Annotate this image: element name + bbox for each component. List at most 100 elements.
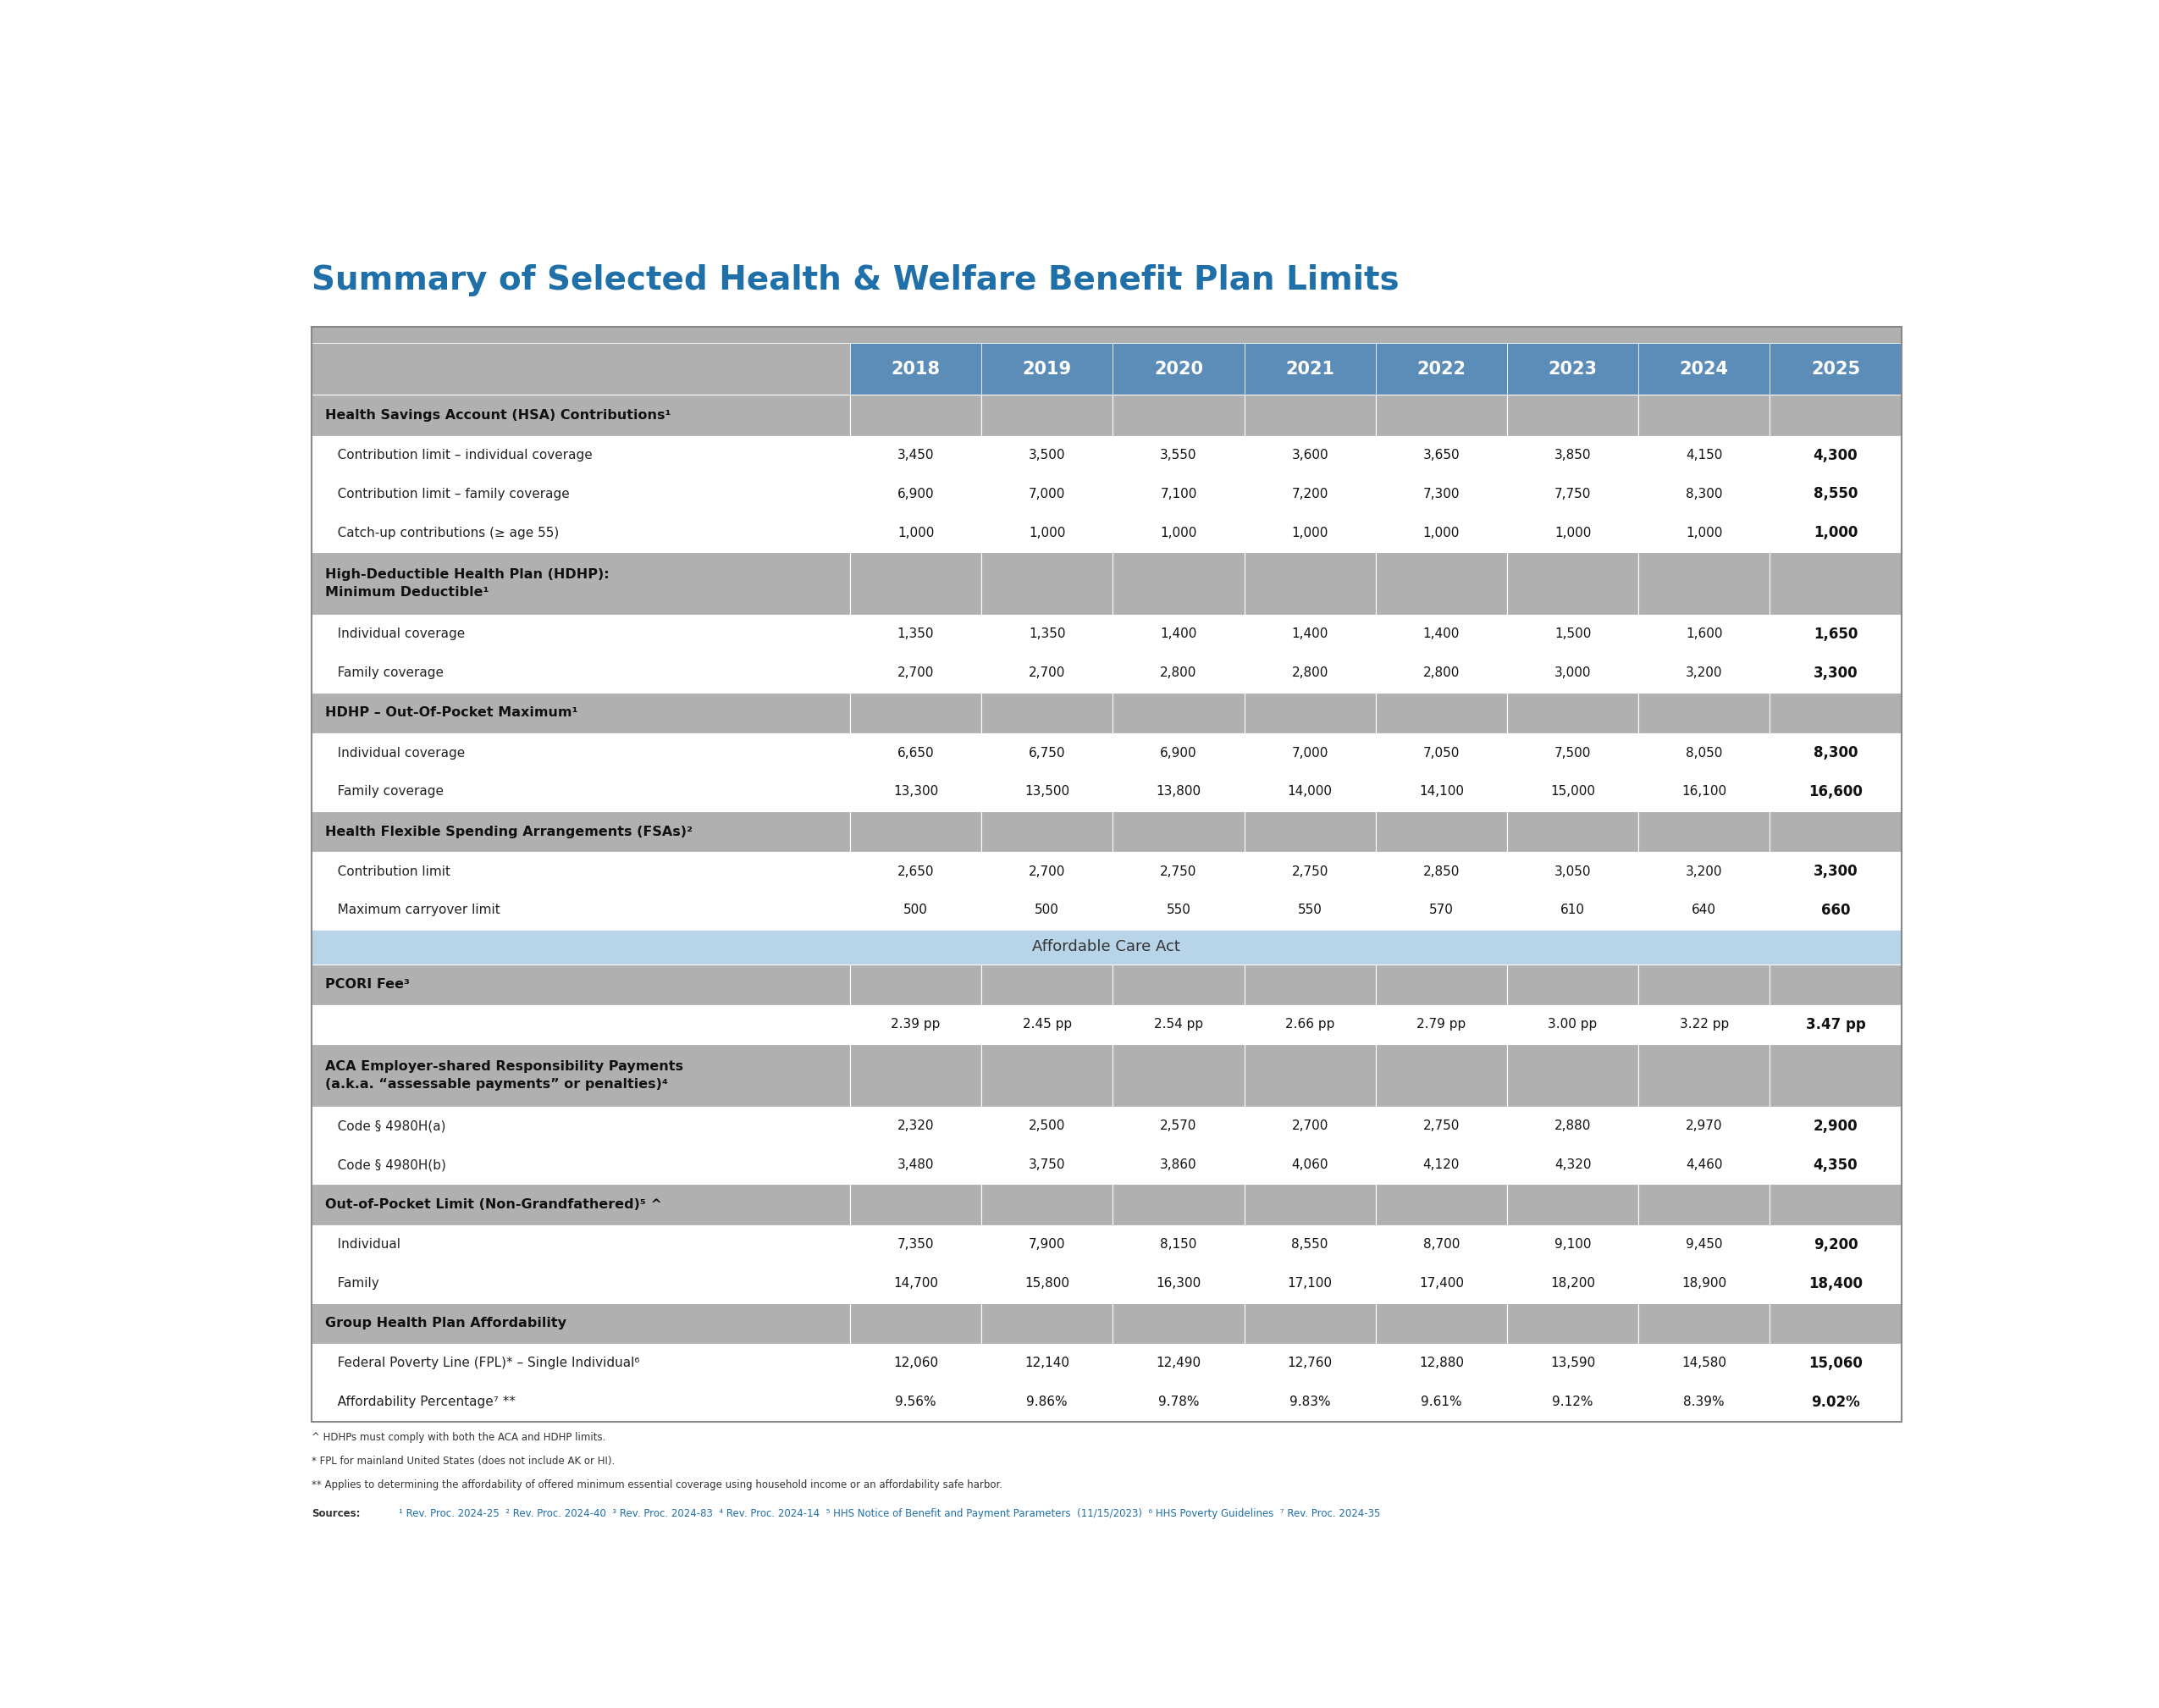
Bar: [1375, 395, 1507, 436]
Bar: [1507, 514, 1639, 552]
Text: 1,500: 1,500: [1554, 629, 1591, 640]
Bar: [1507, 1146, 1639, 1184]
Bar: [1639, 1264, 1770, 1303]
Bar: [1112, 811, 1244, 852]
Bar: [1770, 1303, 1902, 1344]
Bar: [1112, 615, 1244, 654]
Text: 7,100: 7,100: [1159, 488, 1196, 500]
Bar: [1507, 1383, 1639, 1421]
Text: Catch-up contributions (≥ age 55): Catch-up contributions (≥ age 55): [326, 526, 559, 540]
Text: 2.45 pp: 2.45 pp: [1023, 1018, 1071, 1032]
Bar: [1112, 1107, 1244, 1146]
Bar: [982, 1146, 1112, 1184]
Text: 2,700: 2,700: [898, 666, 935, 680]
Bar: [1507, 892, 1639, 929]
Bar: [1507, 852, 1639, 892]
Bar: [1244, 1264, 1375, 1303]
Bar: [311, 654, 851, 692]
Text: Federal Poverty Line (FPL)* – Single Individual⁶: Federal Poverty Line (FPL)* – Single Ind…: [326, 1356, 639, 1370]
Bar: [1507, 1264, 1639, 1303]
Text: 1,000: 1,000: [1028, 526, 1067, 540]
Text: 7,500: 7,500: [1554, 746, 1591, 760]
Bar: [851, 1107, 982, 1146]
Text: 3,860: 3,860: [1159, 1158, 1196, 1172]
Text: 8.39%: 8.39%: [1684, 1395, 1725, 1409]
Text: Family: Family: [326, 1278, 380, 1290]
Text: 1,000: 1,000: [898, 526, 935, 540]
Bar: [851, 733, 982, 772]
Bar: [311, 1344, 851, 1383]
Bar: [1770, 475, 1902, 514]
Bar: [851, 1225, 982, 1264]
Text: 13,590: 13,590: [1550, 1356, 1596, 1370]
Bar: [982, 1383, 1112, 1421]
Text: 4,150: 4,150: [1686, 449, 1723, 461]
Bar: [1507, 1184, 1639, 1225]
Text: 2024: 2024: [1680, 360, 1729, 377]
Text: HDHP – Out-Of-Pocket Maximum¹: HDHP – Out-Of-Pocket Maximum¹: [326, 707, 579, 719]
Bar: [1770, 1107, 1902, 1146]
Text: PCORI Fee³: PCORI Fee³: [326, 979, 410, 991]
Text: Affordable Care Act: Affordable Care Act: [1032, 939, 1181, 955]
Bar: [1507, 1225, 1639, 1264]
Bar: [1639, 1303, 1770, 1344]
Text: 13,300: 13,300: [894, 786, 939, 798]
Text: 9,450: 9,450: [1686, 1238, 1723, 1250]
Bar: [1112, 733, 1244, 772]
Text: 2,320: 2,320: [898, 1120, 935, 1132]
Text: 3,200: 3,200: [1686, 666, 1723, 680]
Bar: [1770, 1344, 1902, 1383]
Bar: [1770, 1264, 1902, 1303]
Text: ¹ Rev. Proc. 2024-25  ² Rev. Proc. 2024-40  ³ Rev. Proc. 2024-83  ⁴ Rev. Proc. 2: ¹ Rev. Proc. 2024-25 ² Rev. Proc. 2024-4…: [399, 1508, 1380, 1520]
Bar: [982, 615, 1112, 654]
Text: 2,800: 2,800: [1291, 666, 1328, 680]
Text: 4,300: 4,300: [1814, 447, 1859, 463]
Text: 3,450: 3,450: [898, 449, 935, 461]
Text: Minimum Deductible¹: Minimum Deductible¹: [326, 586, 488, 598]
Text: 1,000: 1,000: [1554, 526, 1591, 540]
Bar: [1639, 475, 1770, 514]
Text: 2.79 pp: 2.79 pp: [1416, 1018, 1466, 1032]
Bar: [1639, 1225, 1770, 1264]
Bar: [982, 852, 1112, 892]
Bar: [1244, 615, 1375, 654]
Bar: [311, 615, 851, 654]
Text: 2,500: 2,500: [1028, 1120, 1067, 1132]
Text: 660: 660: [1820, 904, 1850, 917]
Bar: [1639, 343, 1770, 395]
Text: 15,000: 15,000: [1550, 786, 1596, 798]
Bar: [1770, 1383, 1902, 1421]
Text: 9.78%: 9.78%: [1157, 1395, 1198, 1409]
Text: 2,650: 2,650: [898, 866, 935, 878]
Bar: [1112, 343, 1244, 395]
Bar: [311, 1146, 851, 1184]
Bar: [1507, 1107, 1639, 1146]
Text: 2,800: 2,800: [1423, 666, 1459, 680]
Bar: [1112, 692, 1244, 733]
Bar: [1770, 1184, 1902, 1225]
Bar: [311, 929, 1902, 965]
Bar: [982, 1044, 1112, 1107]
Bar: [1112, 1383, 1244, 1421]
Bar: [1112, 1146, 1244, 1184]
Text: 14,000: 14,000: [1287, 786, 1332, 798]
Bar: [1375, 1344, 1507, 1383]
Bar: [1112, 1225, 1244, 1264]
Bar: [982, 1184, 1112, 1225]
Text: 1,600: 1,600: [1686, 629, 1723, 640]
Bar: [851, 1184, 982, 1225]
Bar: [311, 1303, 851, 1344]
Text: 12,760: 12,760: [1287, 1356, 1332, 1370]
Bar: [1244, 1107, 1375, 1146]
Text: 2,900: 2,900: [1814, 1119, 1859, 1134]
Text: 1,650: 1,650: [1814, 627, 1857, 642]
Bar: [1770, 852, 1902, 892]
Bar: [851, 395, 982, 436]
Bar: [1375, 733, 1507, 772]
Text: 1,400: 1,400: [1291, 629, 1328, 640]
Bar: [1639, 692, 1770, 733]
Text: 3,200: 3,200: [1686, 866, 1723, 878]
Bar: [851, 811, 982, 852]
Bar: [982, 1303, 1112, 1344]
Text: 8,300: 8,300: [1686, 488, 1723, 500]
